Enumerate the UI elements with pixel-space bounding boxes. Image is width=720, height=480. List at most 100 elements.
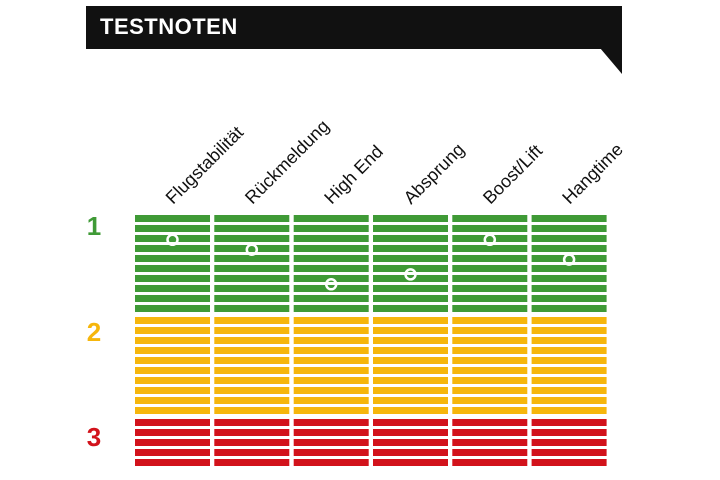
band-2-stripe [531,347,607,354]
band-2-stripe [373,357,448,364]
score-marker [324,278,338,291]
band-1-stripe [531,235,607,242]
score-marker [483,233,497,247]
band-1-stripe [135,215,210,222]
band-1-stripe [214,305,290,312]
band-2-stripe [452,397,528,404]
band-1-stripe [214,295,290,302]
band-1-stripe [373,225,448,232]
band-2-stripe [135,377,210,384]
band-2-stripe [531,327,607,334]
band-3-stripe [531,459,607,466]
band-1-stripe [452,215,528,222]
band-2-stripe [452,367,528,374]
band-2-stripe [452,377,528,384]
title-banner [86,6,622,49]
band-1-stripe [531,275,607,282]
band-3-stripe [373,429,448,436]
band-2-stripe [214,377,290,384]
band-1-stripe [293,245,369,252]
band-3-stripe [452,429,528,436]
band-3-stripe [293,419,369,426]
band-2-stripe [135,347,210,354]
band-2-stripe [452,357,528,364]
band-1-stripe [373,235,448,242]
band-1-stripe [452,255,528,262]
band-2-stripe [214,387,290,394]
band-1-stripe [452,305,528,312]
band-1-stripe [135,235,210,242]
band-1-stripe [531,255,607,262]
band-3-stripe [452,459,528,466]
band-2-stripe [214,357,290,364]
band-2-stripe [373,367,448,374]
page-title: TESTNOTEN [100,14,238,39]
band-1-stripe [214,275,290,282]
score-marker [562,253,576,266]
band-2-stripe [293,407,369,414]
band-1-stripe [214,215,290,222]
band-2-stripe [293,327,369,334]
band-3-stripe [373,449,448,456]
band-2-stripe [214,317,290,324]
band-1-stripe [135,265,210,272]
band-1-stripe [214,285,290,292]
band-1-stripe [293,215,369,222]
band-2-stripe [214,327,290,334]
band-2-stripe [293,317,369,324]
band-1-stripe [452,275,528,282]
band-2-stripe [293,387,369,394]
band-1-stripe [293,265,369,272]
band-2-stripe [452,387,528,394]
band-1-stripe [531,225,607,232]
band-1-stripe [214,235,290,242]
band-1-stripe [373,295,448,302]
band-2-stripe [135,407,210,414]
band-2-stripe [293,347,369,354]
category-label: Flugstabilität [162,122,248,208]
band-1-stripe [135,275,210,282]
band-3-stripe [293,449,369,456]
band-1-stripe [452,225,528,232]
band-2-stripe [452,327,528,334]
band-2-stripe [373,407,448,414]
band-1-stripe [531,245,607,252]
band-2-stripe [214,347,290,354]
band-3-stripe [214,459,290,466]
band-2-stripe [373,317,448,324]
band-2-stripe [531,397,607,404]
band-3-stripe [214,419,290,426]
band-3-stripe [135,429,210,436]
band-1-stripe [135,295,210,302]
category-label: Boost/Lift [479,141,546,208]
band-1-stripe [214,255,290,262]
band-1-stripe [373,245,448,252]
band-3-stripe [531,449,607,456]
band-2-stripe [452,337,528,344]
band-1-stripe [214,265,290,272]
band-3-stripe [373,439,448,446]
band-2-stripe [531,407,607,414]
band-1-stripe [452,235,528,242]
band-1-stripe [293,255,369,262]
band-1-stripe [135,305,210,312]
band-2-stripe [531,387,607,394]
band-2-stripe [531,357,607,364]
band-3-stripe [293,429,369,436]
band-1-stripe [452,265,528,272]
band-1-stripe [531,295,607,302]
band-1-stripe [452,285,528,292]
band-1-stripe [452,245,528,252]
band-1-stripe [531,265,607,272]
band-2-stripe [531,377,607,384]
band-2-stripe [373,377,448,384]
band-3-stripe [531,439,607,446]
band-2-stripe [135,367,210,374]
score-marker [245,243,259,256]
band-3-stripe [452,419,528,426]
band-3-stripe [452,439,528,446]
band-2-stripe [452,407,528,414]
band-2-stripe [373,337,448,344]
band-1-stripe [373,215,448,222]
